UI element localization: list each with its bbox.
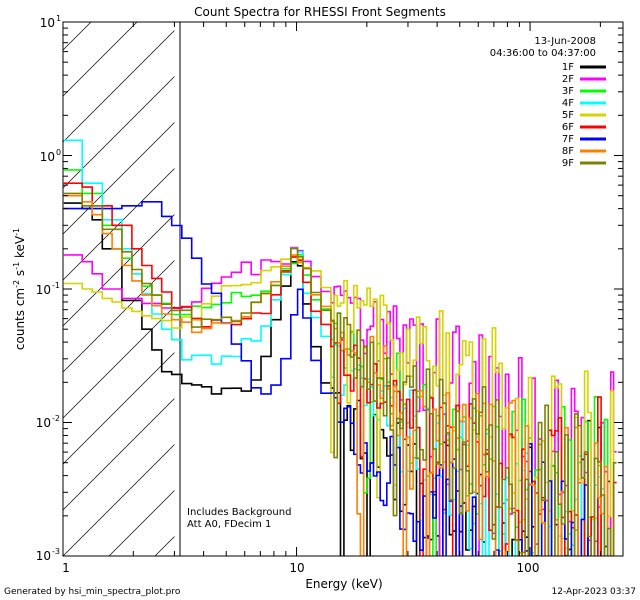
observation-time-range: 04:36:00 to 04:37:00 [490,48,596,59]
svg-text:counts cm-2 s-1 keV-1: counts cm-2 s-1 keV-1 [12,228,27,350]
x-axis-label: Energy (keV) [305,577,382,591]
legend-label-9f: 9F [562,158,574,169]
y-axis-label: counts cm-2 s-1 keV-1 [12,228,27,350]
observation-date: 13-Jun-2008 [534,36,596,47]
spectrum-line-7f [63,201,589,556]
svg-text:10: 10 [40,16,55,30]
legend-label-1f: 1F [562,62,574,73]
axis-ticks [62,21,623,557]
spectrum-line-8f [63,194,609,556]
footer-generator: Generated by hsi_min_spectra_plot.pro [4,587,181,597]
annotation-includes-background: Includes Background [187,507,291,518]
y-ticklabel-1e-1: 10 -1 [36,281,60,297]
spectrum-line-5f [63,255,615,556]
spectrum-line-2f [63,246,617,556]
spectrum-line-9f [63,192,617,556]
y-ticklabel-1e-2: 10 -2 [36,414,60,430]
legend-label-5f: 5F [562,110,574,121]
annotation-att-fdecim: Att A0, FDecim 1 [187,519,271,530]
hatched-exclusion-region [63,22,181,556]
svg-text:10: 10 [36,416,51,430]
page-title: Count Spectra for RHESSI Front Segments [194,5,446,19]
x-ticklabel-1: 1 [62,561,70,575]
svg-text:10: 10 [40,150,55,164]
y-ticklabel-1e1: 10 1 [40,14,61,30]
legend-label-3f: 3F [562,86,574,97]
svg-text:10: 10 [36,283,51,297]
x-ticklabel-10: 10 [289,561,304,575]
x-ticklabel-100: 100 [517,561,540,575]
svg-text:-3: -3 [52,547,60,556]
y-ticklabel-1e0: 10 0 [40,148,61,164]
legend-label-8f: 8F [562,146,574,157]
svg-text:1: 1 [56,14,61,23]
legend-label-2f: 2F [562,74,574,85]
footer-timestamp: 12-Apr-2023 03:37 [552,587,636,597]
svg-text:-1: -1 [52,281,60,290]
svg-text:10: 10 [36,549,51,563]
svg-text:0: 0 [56,148,61,157]
y-ticklabel-1e-3: 10 -3 [36,547,60,563]
legend-label-7f: 7F [562,134,574,145]
legend-label-4f: 4F [562,98,574,109]
spectrum-line-1f [63,202,612,556]
spectra-curves [63,139,617,556]
svg-text:-2: -2 [52,414,60,423]
legend-label-6f: 6F [562,122,574,133]
